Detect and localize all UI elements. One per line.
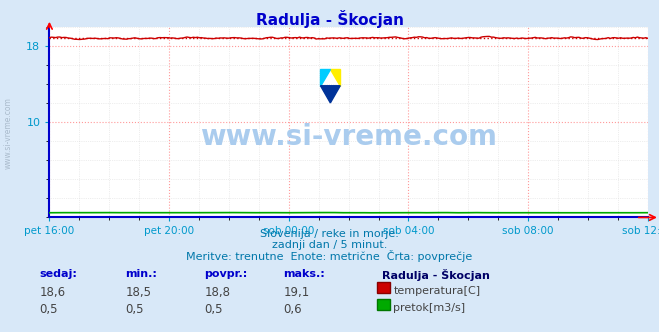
Text: www.si-vreme.com: www.si-vreme.com — [200, 123, 497, 151]
Text: pretok[m3/s]: pretok[m3/s] — [393, 303, 465, 313]
Polygon shape — [330, 68, 340, 86]
Text: 18,6: 18,6 — [40, 286, 66, 298]
Text: 18,5: 18,5 — [125, 286, 151, 298]
Text: 0,5: 0,5 — [204, 303, 223, 316]
Text: www.si-vreme.com: www.si-vreme.com — [3, 97, 13, 169]
Text: min.:: min.: — [125, 269, 157, 279]
Text: povpr.:: povpr.: — [204, 269, 248, 279]
Text: Radulja - Škocjan: Radulja - Škocjan — [256, 10, 403, 28]
Text: sedaj:: sedaj: — [40, 269, 77, 279]
Text: Meritve: trenutne  Enote: metrične  Črta: povprečje: Meritve: trenutne Enote: metrične Črta: … — [186, 250, 473, 262]
Text: 0,5: 0,5 — [40, 303, 58, 316]
Text: 0,5: 0,5 — [125, 303, 144, 316]
Text: 18,8: 18,8 — [204, 286, 230, 298]
Text: Slovenija / reke in morje.: Slovenija / reke in morje. — [260, 229, 399, 239]
Text: 19,1: 19,1 — [283, 286, 310, 298]
Text: zadnji dan / 5 minut.: zadnji dan / 5 minut. — [272, 240, 387, 250]
Polygon shape — [320, 86, 340, 103]
Text: 0,6: 0,6 — [283, 303, 302, 316]
Text: temperatura[C]: temperatura[C] — [393, 286, 480, 295]
Text: Radulja - Škocjan: Radulja - Škocjan — [382, 269, 490, 281]
Polygon shape — [320, 68, 330, 86]
Text: maks.:: maks.: — [283, 269, 325, 279]
